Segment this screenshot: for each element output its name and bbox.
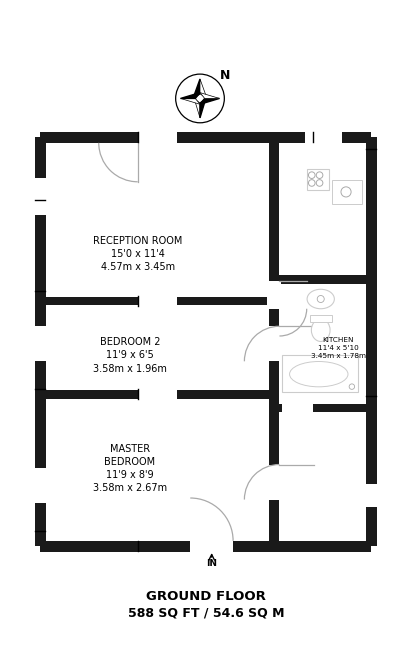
Polygon shape — [200, 79, 207, 98]
Polygon shape — [193, 79, 200, 98]
Polygon shape — [180, 98, 200, 104]
Bar — [268, 137, 280, 546]
Bar — [310, 314, 332, 323]
Polygon shape — [194, 98, 200, 118]
Polygon shape — [180, 93, 200, 98]
Polygon shape — [200, 93, 220, 98]
Circle shape — [316, 179, 323, 186]
Circle shape — [308, 179, 315, 186]
Circle shape — [349, 384, 355, 389]
Bar — [274, 276, 371, 284]
Ellipse shape — [307, 289, 334, 308]
Ellipse shape — [311, 319, 330, 341]
Bar — [267, 327, 281, 362]
Bar — [40, 296, 274, 305]
Bar — [138, 388, 177, 401]
Bar — [40, 390, 274, 398]
Bar — [267, 282, 281, 308]
Text: 588 SQ FT / 54.6 SQ M: 588 SQ FT / 54.6 SQ M — [128, 607, 284, 620]
Circle shape — [317, 296, 324, 302]
Text: MASTER
BEDROOM
11'9 x 8'9
3.58m x 2.67m: MASTER BEDROOM 11'9 x 8'9 3.58m x 2.67m — [93, 444, 167, 493]
Bar — [305, 130, 342, 144]
Text: RECEPTION ROOM
15'0 x 11'4
4.57m x 3.45m: RECEPTION ROOM 15'0 x 11'4 4.57m x 3.45m — [93, 236, 182, 272]
Bar — [35, 137, 46, 546]
Bar — [138, 130, 177, 144]
Text: GROUND FLOOR: GROUND FLOOR — [146, 591, 266, 603]
Text: BEDROOM 2
11'9 x 6'5
3.58m x 1.96m: BEDROOM 2 11'9 x 6'5 3.58m x 1.96m — [93, 337, 167, 374]
Circle shape — [308, 172, 315, 179]
Circle shape — [316, 172, 323, 179]
Circle shape — [341, 187, 351, 197]
Bar — [274, 404, 371, 413]
Bar — [307, 169, 328, 190]
Bar — [40, 541, 274, 552]
Circle shape — [176, 74, 224, 123]
Bar — [40, 132, 371, 143]
Polygon shape — [200, 98, 206, 118]
Bar — [332, 180, 362, 204]
Bar — [282, 403, 313, 414]
Bar — [366, 137, 377, 546]
Text: IN: IN — [206, 559, 217, 569]
Bar — [364, 484, 378, 507]
Bar — [274, 541, 371, 552]
Polygon shape — [200, 98, 220, 104]
Bar — [138, 295, 177, 307]
Ellipse shape — [290, 362, 348, 387]
Bar — [267, 464, 281, 499]
Bar — [33, 468, 47, 503]
Bar — [282, 355, 358, 392]
Bar — [190, 540, 233, 553]
Text: KITCHEN
11'4 x 5'10
3.45m x 1.78m: KITCHEN 11'4 x 5'10 3.45m x 1.78m — [311, 337, 366, 359]
Bar — [33, 178, 47, 215]
Bar — [33, 327, 47, 362]
Text: N: N — [220, 69, 230, 81]
